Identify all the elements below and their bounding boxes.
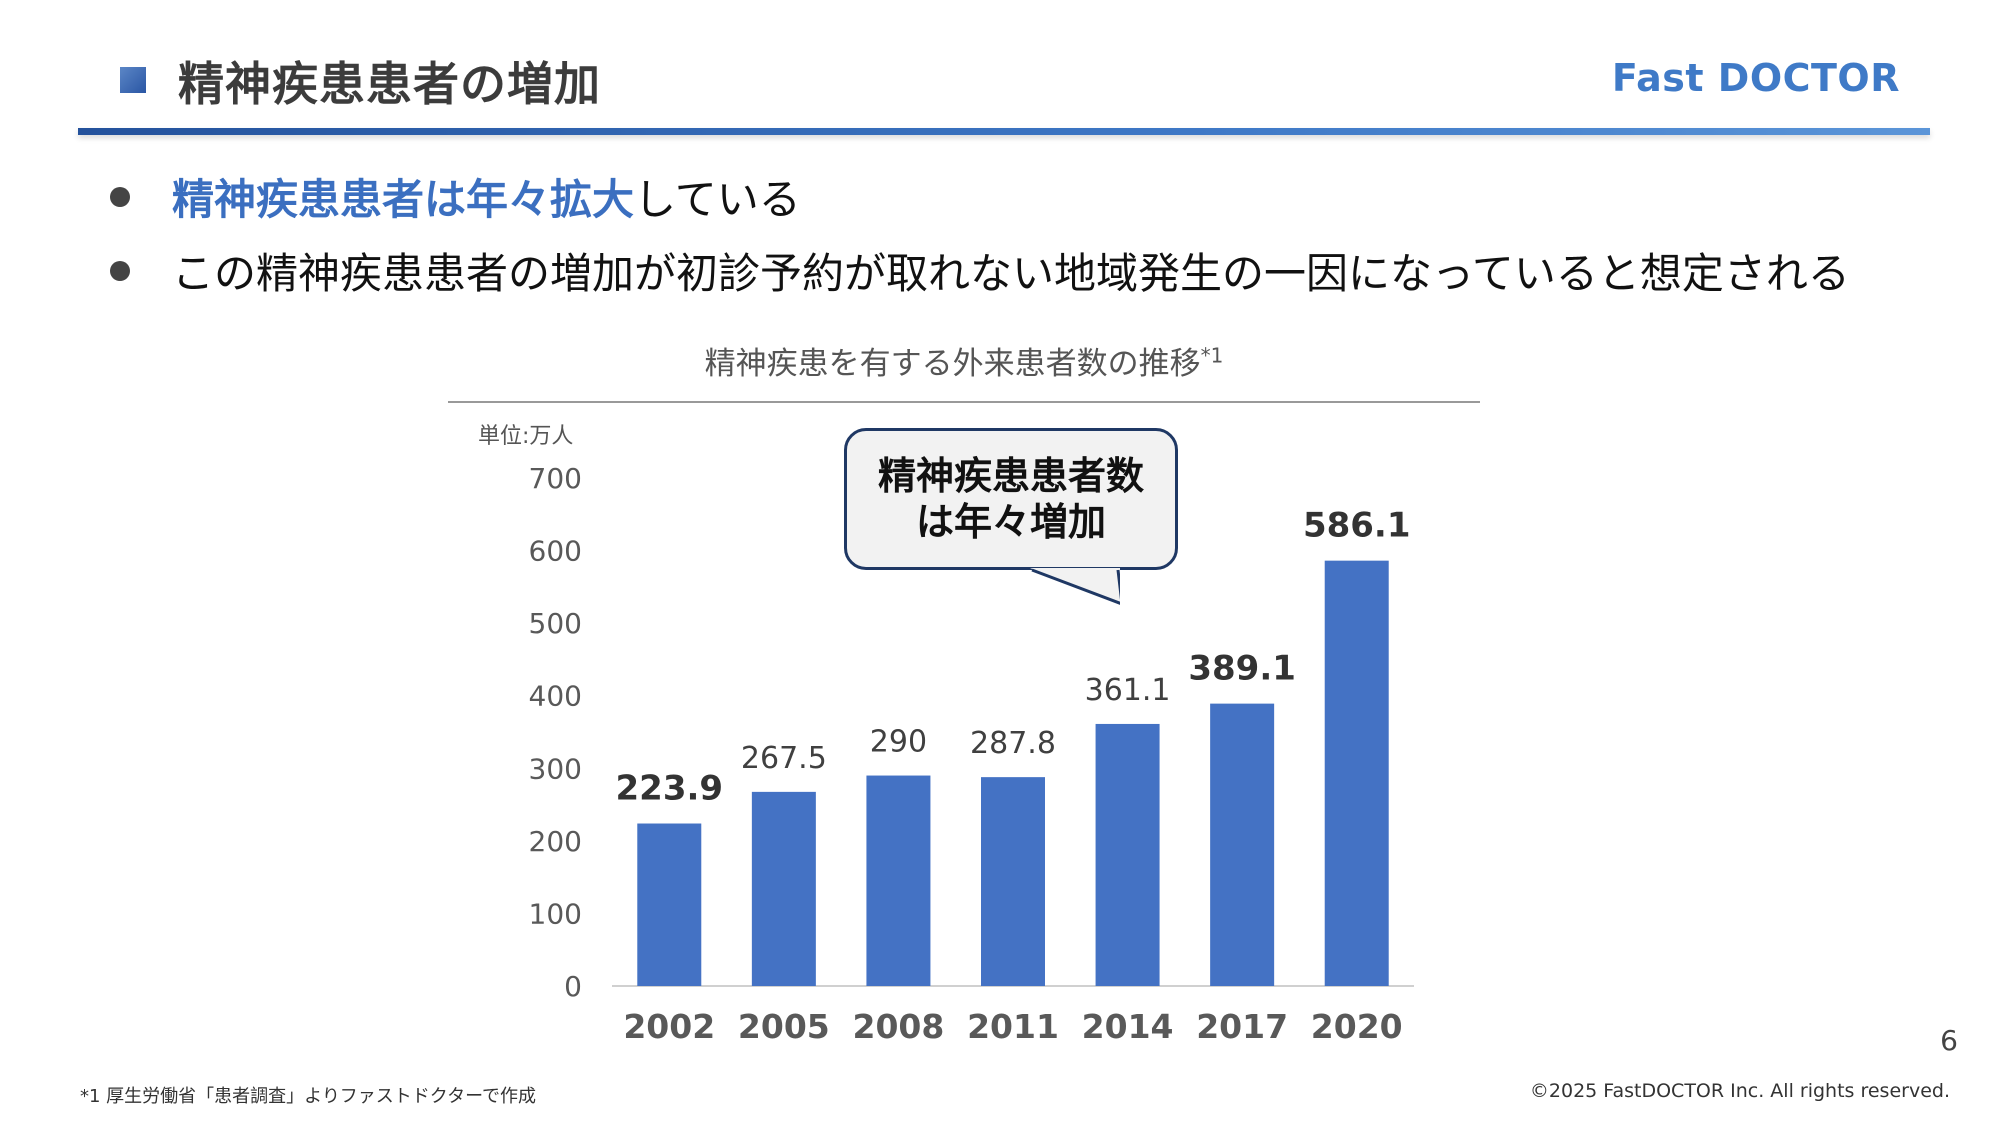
callout-line-2: は年々増加	[915, 500, 1106, 544]
bar	[1324, 560, 1389, 986]
y-tick-label: 0	[564, 970, 582, 1003]
source-footnote: *1 厚生労働省「患者調査」よりファストドクターで作成	[80, 1086, 537, 1107]
bullet-dot-icon	[110, 186, 130, 207]
x-tick-label: 2020	[1311, 1007, 1403, 1046]
y-tick-label: 300	[529, 752, 582, 785]
bullet-item-1: 精神疾患患者は年々拡大 している	[110, 166, 801, 227]
y-tick-label: 100	[529, 897, 582, 930]
x-tick-label: 2017	[1196, 1007, 1288, 1046]
bullet-1-highlight: 精神疾患患者は年々拡大	[172, 175, 635, 224]
data-label: 267.5	[741, 741, 827, 776]
callout-tail	[1030, 568, 1120, 606]
y-tick-label: 400	[529, 680, 582, 713]
callout-line-1: 精神疾患患者数	[877, 453, 1144, 498]
y-tick-label: 700	[529, 462, 582, 495]
bullet-item-2: この精神疾患患者の増加が初診予約が取れない地域発生の一因になっていると想定される	[110, 240, 1850, 301]
data-label: 287.8	[970, 726, 1056, 761]
data-label: 290	[870, 725, 927, 760]
y-tick-label: 200	[529, 825, 582, 858]
title-divider	[78, 128, 1930, 135]
callout-bubble: 精神疾患患者数 は年々増加	[844, 428, 1178, 570]
chart-title-footnote-mark: *1	[1200, 343, 1224, 368]
page-number: 6	[1940, 1024, 1958, 1057]
unit-label: 単位:万人	[478, 424, 574, 449]
bar	[981, 777, 1045, 986]
chart-title-divider	[448, 401, 1480, 403]
bar	[1210, 703, 1275, 986]
fast-doctor-logo: Fast DOCTOR	[1611, 56, 1900, 100]
page-title: 精神疾患患者の増加	[178, 57, 601, 111]
y-tick-label: 600	[529, 535, 582, 568]
bar	[866, 775, 931, 986]
chart-title: 精神疾患を有する外来患者数の推移*1	[448, 338, 1480, 383]
data-label: 223.9	[616, 769, 724, 809]
data-label: 586.1	[1303, 506, 1411, 546]
bar	[637, 823, 702, 986]
data-label: 389.1	[1188, 649, 1296, 689]
x-tick-label: 2005	[738, 1007, 830, 1046]
bar	[751, 791, 816, 986]
y-tick-label: 500	[529, 607, 582, 640]
data-label: 361.1	[1085, 673, 1171, 708]
bullet-dot-icon	[110, 260, 130, 281]
x-tick-label: 2014	[1082, 1007, 1174, 1046]
x-tick-label: 2002	[623, 1007, 715, 1046]
bullet-2-text: この精神疾患患者の増加が初診予約が取れない地域発生の一因になっていると想定される	[172, 249, 1850, 298]
copyright: ©2025 FastDOCTOR Inc. All rights reserve…	[1529, 1080, 1950, 1102]
chart-title-text: 精神疾患を有する外来患者数の推移	[704, 346, 1201, 382]
bar	[1095, 723, 1160, 986]
title-square-icon	[120, 67, 146, 93]
bullet-1-text: している	[634, 175, 801, 224]
x-tick-label: 2008	[852, 1007, 944, 1046]
x-tick-label: 2011	[967, 1007, 1059, 1046]
